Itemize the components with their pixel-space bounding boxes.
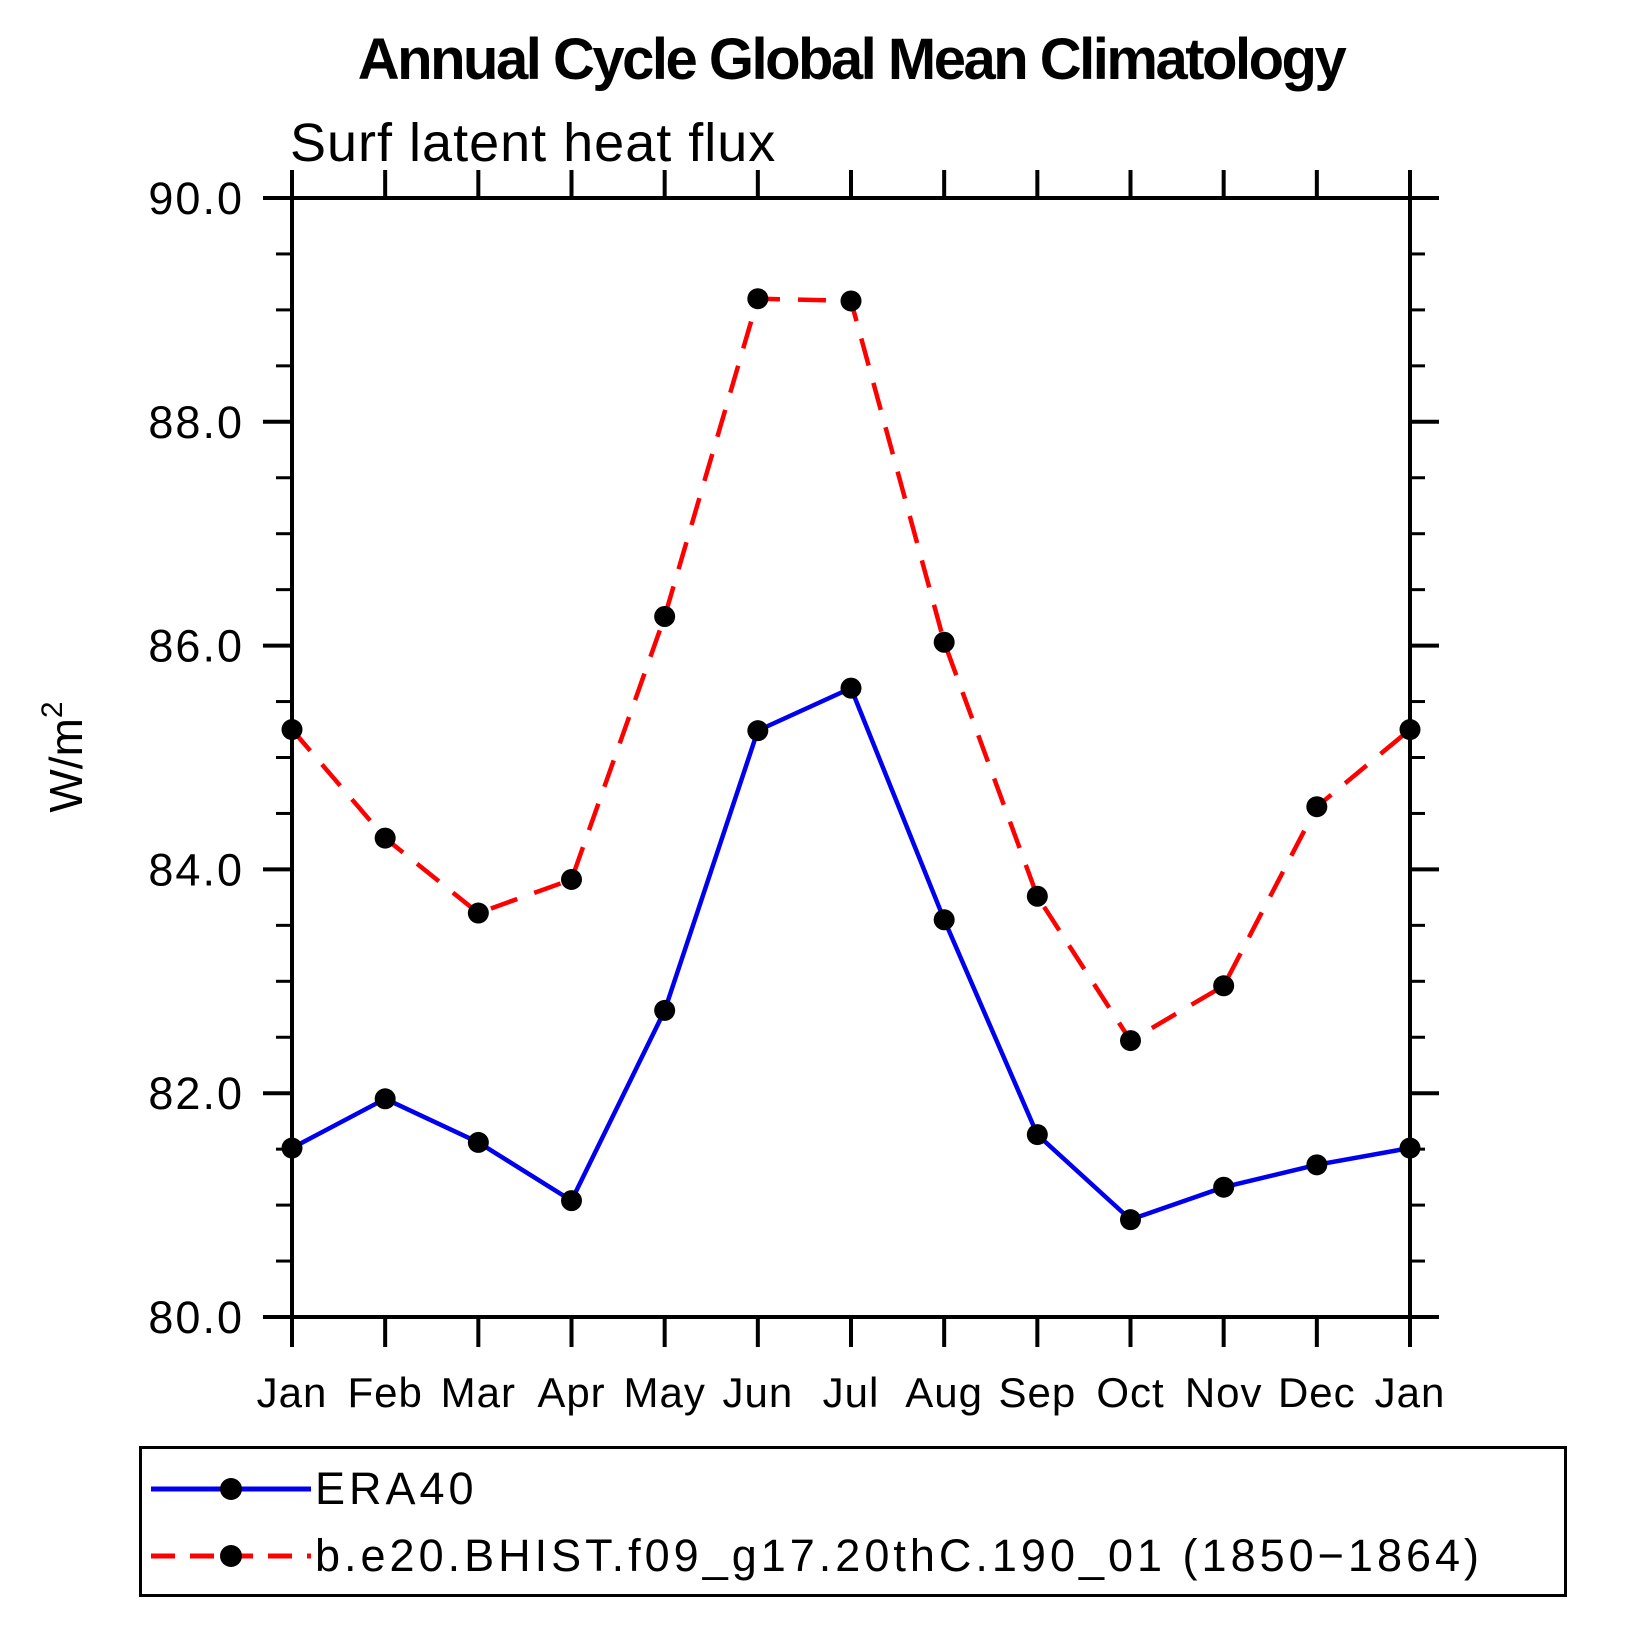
data-point-marker	[1026, 885, 1048, 907]
legend-swatch	[151, 1545, 311, 1567]
chart-subtitle: Surf latent heat flux	[290, 113, 777, 173]
x-tick-label: Apr	[537, 1369, 605, 1416]
chart-title: Annual Cycle Global Mean Climatology	[357, 27, 1347, 92]
data-point-marker	[467, 902, 489, 924]
x-tick-label: Nov	[1185, 1369, 1263, 1416]
data-point-marker	[933, 631, 955, 653]
series-line-0	[290, 685, 1411, 1223]
x-tick-label: Jan	[257, 1369, 328, 1416]
data-point-marker	[561, 1190, 582, 1212]
data-point-marker	[933, 909, 955, 931]
data-point-marker	[1399, 719, 1421, 741]
data-point-marker	[1306, 1154, 1328, 1176]
x-tick-label: Jun	[722, 1369, 793, 1416]
y-tick-label: 90.0	[148, 173, 244, 224]
data-point-marker	[840, 677, 862, 699]
x-tick-label: Oct	[1096, 1369, 1164, 1416]
legend-row: b.e20.BHIST.f09_g17.20thC.190_01 (1850−1…	[147, 1530, 1484, 1581]
legend-swatch	[151, 1478, 311, 1500]
data-point-marker	[374, 1088, 396, 1110]
y-tick-label: 84.0	[148, 844, 244, 895]
data-point-marker	[747, 720, 769, 742]
data-point-marker	[561, 868, 582, 890]
x-tick-label: May	[623, 1369, 705, 1416]
x-tick-label: Jan	[1375, 1369, 1446, 1416]
x-tick-label: Aug	[905, 1369, 983, 1416]
data-point-marker	[654, 606, 676, 628]
data-point-marker	[1306, 796, 1328, 818]
y-axis-label: W/m2	[36, 701, 92, 812]
y-tick-label: 80.0	[148, 1292, 244, 1343]
data-point-marker	[840, 290, 862, 312]
data-point-marker	[747, 288, 769, 310]
data-point-marker	[1213, 975, 1235, 997]
data-point-marker	[1213, 1176, 1235, 1198]
data-point-marker	[654, 999, 676, 1021]
legend-series-label: ERA40	[315, 1463, 478, 1514]
x-tick-label: Dec	[1278, 1369, 1356, 1416]
data-point-marker	[1026, 1124, 1048, 1146]
data-point-marker	[1399, 1137, 1421, 1159]
data-point-marker	[281, 719, 303, 741]
legend-series-label: b.e20.BHIST.f09_g17.20thC.190_01 (1850−1…	[315, 1530, 1484, 1581]
data-point-marker	[1120, 1030, 1141, 1052]
x-tick-label: Sep	[998, 1369, 1076, 1416]
legend-row: ERA40	[147, 1463, 478, 1514]
x-tick-label: Mar	[441, 1369, 516, 1416]
y-tick-label: 88.0	[148, 397, 244, 448]
legend-box: ERA40 b.e20.BHIST.f09_g17.20thC.190_01 (1…	[139, 1446, 1567, 1597]
data-point-marker	[467, 1131, 489, 1153]
data-point-marker	[1120, 1209, 1141, 1231]
data-point-marker	[281, 1137, 303, 1159]
series-line-1	[290, 296, 1412, 1044]
y-tick-label: 82.0	[148, 1068, 244, 1119]
data-point-marker	[374, 827, 396, 849]
x-tick-label: Feb	[347, 1369, 422, 1416]
x-tick-label: Jul	[823, 1369, 880, 1416]
y-tick-label: 86.0	[148, 621, 244, 672]
